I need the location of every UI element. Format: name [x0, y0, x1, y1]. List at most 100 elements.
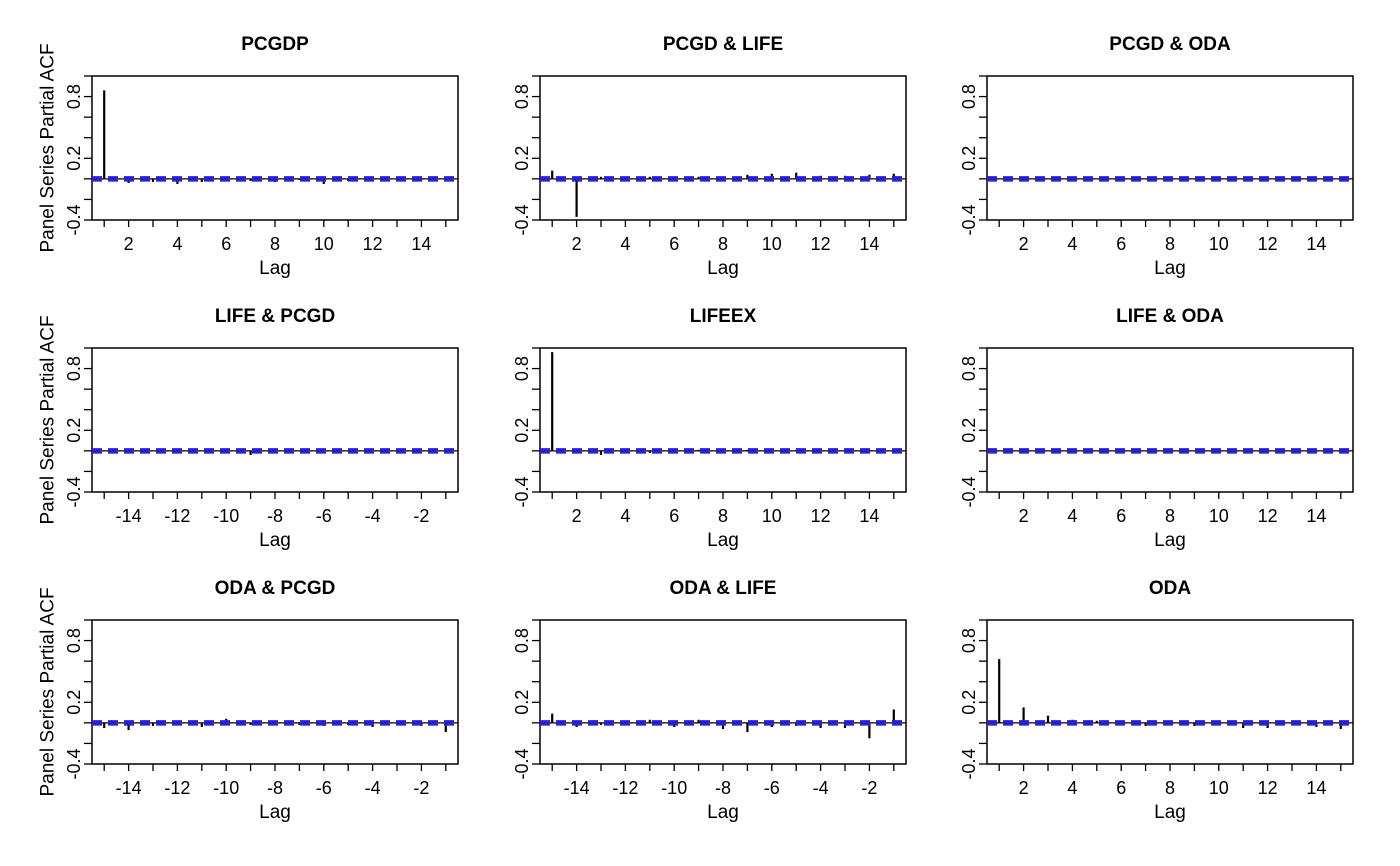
- panel-6-y-tick-label: 0.2: [959, 418, 979, 443]
- panel-5-x-tick-label: 4: [620, 506, 630, 526]
- panel-4-x-tick-label: -6: [316, 506, 332, 526]
- panel-5-plot-frame: [539, 347, 907, 493]
- panel-6-x-tick-label: 12: [1258, 506, 1278, 526]
- panel-1-x-tick-label: 10: [314, 234, 334, 254]
- panel-5-x-tick-label: 8: [718, 506, 728, 526]
- panel-7-x-tick-label: -2: [413, 778, 429, 798]
- panel-1-plot-frame: [91, 75, 459, 221]
- panel-6-y-tick-label: 0.8: [959, 356, 979, 381]
- panel-3-y-tick-label: 0.8: [959, 84, 979, 109]
- panel-7-x-tick-label: -4: [365, 778, 381, 798]
- panel-8-x-tick-label: -14: [564, 778, 590, 798]
- panel-4-x-tick-label: -14: [116, 506, 142, 526]
- panel-2-title: PCGD & LIFE: [663, 34, 783, 55]
- panel-5-x-axis-title: Lag: [707, 530, 739, 551]
- panel-7-x-tick-label: -6: [316, 778, 332, 798]
- panel-2-x-tick-label: 6: [669, 234, 679, 254]
- panel-3-title: PCGD & ODA: [1109, 34, 1231, 55]
- panel-7-x-tick-label: -12: [164, 778, 190, 798]
- panel-1-y-tick-label: 0.8: [64, 84, 84, 109]
- panel-1-x-tick-label: 6: [221, 234, 231, 254]
- panel-1-title: PCGDP: [241, 34, 309, 55]
- panel-2-x-axis-title: Lag: [707, 258, 739, 279]
- panel-2-y-tick-label: 0.8: [512, 84, 532, 109]
- panel-6-title: LIFE & ODA: [1116, 306, 1224, 327]
- panel-2-plot-frame: [539, 75, 907, 221]
- panel-3-x-tick-label: 14: [1306, 234, 1326, 254]
- panel-7-y-tick-label: 0.8: [64, 628, 84, 653]
- panel-5-y-tick-label: 0.8: [512, 356, 532, 381]
- panel-9-x-tick-label: 2: [1019, 778, 1029, 798]
- panel-6-x-tick-label: 6: [1116, 506, 1126, 526]
- panel-8-x-tick-label: -12: [612, 778, 638, 798]
- panel-3-x-tick-label: 6: [1116, 234, 1126, 254]
- panel-6-x-tick-label: 14: [1306, 506, 1326, 526]
- panel-5-y-tick-label: 0.2: [512, 418, 532, 443]
- panel-4-x-tick-label: -10: [213, 506, 239, 526]
- panel-1-x-tick-label: 12: [363, 234, 383, 254]
- panel-3-x-axis-title: Lag: [1154, 258, 1186, 279]
- panel-4-y-axis-title: Panel Series Partial ACF: [38, 315, 59, 524]
- panel-8-x-tick-label: -8: [715, 778, 731, 798]
- panel-4-y-tick-label: -0.4: [64, 476, 84, 507]
- panel-2-y-tick-label: -0.4: [512, 204, 532, 235]
- panel-9-x-axis-title: Lag: [1154, 802, 1186, 823]
- panel-9-y-tick-label: -0.4: [959, 748, 979, 779]
- panel-3-y-tick-label: 0.2: [959, 146, 979, 171]
- panel-6-x-tick-label: 8: [1165, 506, 1175, 526]
- panel-1-y-tick-label: 0.2: [64, 146, 84, 171]
- panel-8-y-tick-label: 0.2: [512, 690, 532, 715]
- panel-4-x-tick-label: -2: [413, 506, 429, 526]
- panel-2-x-tick-label: 10: [762, 234, 782, 254]
- panel-4-x-tick-label: -4: [365, 506, 381, 526]
- panel-3-x-tick-label: 4: [1067, 234, 1077, 254]
- panel-2-x-tick-label: 2: [572, 234, 582, 254]
- panel-3-plot-frame: [986, 75, 1354, 221]
- panel-9-x-tick-label: 12: [1258, 778, 1278, 798]
- panel-9-x-tick-label: 6: [1116, 778, 1126, 798]
- panel-4-y-tick-label: 0.8: [64, 356, 84, 381]
- panel-6-x-tick-label: 2: [1019, 506, 1029, 526]
- panel-7-y-tick-label: -0.4: [64, 748, 84, 779]
- panel-5-x-tick-label: 14: [859, 506, 879, 526]
- panel-2-x-tick-label: 14: [859, 234, 879, 254]
- panel-3-x-tick-label: 2: [1019, 234, 1029, 254]
- panel-3-x-tick-label: 10: [1209, 234, 1229, 254]
- panel-5-title: LIFEEX: [690, 306, 757, 327]
- panel-8-x-tick-label: -10: [661, 778, 687, 798]
- panel-6-plot-frame: [986, 347, 1354, 493]
- panel-7-y-axis-title: Panel Series Partial ACF: [38, 587, 59, 796]
- panel-8-x-tick-label: -2: [861, 778, 877, 798]
- panel-7-plot-frame: [91, 619, 459, 765]
- panel-5-x-tick-label: 10: [762, 506, 782, 526]
- panel-9-x-tick-label: 14: [1306, 778, 1326, 798]
- panel-7-x-tick-label: -10: [213, 778, 239, 798]
- panel-6-x-axis-title: Lag: [1154, 530, 1186, 551]
- panel-9-x-tick-label: 4: [1067, 778, 1077, 798]
- panel-8-title: ODA & LIFE: [670, 578, 777, 599]
- panel-7-x-tick-label: -14: [116, 778, 142, 798]
- panel-1-y-axis-title: Panel Series Partial ACF: [38, 43, 59, 252]
- panel-5-y-tick-label: -0.4: [512, 476, 532, 507]
- panel-1-x-axis-title: Lag: [259, 258, 291, 279]
- panel-2-x-tick-label: 12: [811, 234, 831, 254]
- panel-9-title: ODA: [1149, 578, 1192, 599]
- panel-2-x-tick-label: 8: [718, 234, 728, 254]
- panel-7-title: ODA & PCGD: [215, 578, 336, 599]
- panel-9-x-tick-label: 10: [1209, 778, 1229, 798]
- panel-4-x-tick-label: -12: [164, 506, 190, 526]
- panel-7-y-tick-label: 0.2: [64, 690, 84, 715]
- panel-1-y-tick-label: -0.4: [64, 204, 84, 235]
- panel-2-y-tick-label: 0.2: [512, 146, 532, 171]
- panel-4-plot-frame: [91, 347, 459, 493]
- panel-3-y-tick-label: -0.4: [959, 204, 979, 235]
- panel-1-x-tick-label: 4: [172, 234, 182, 254]
- panel-7-x-axis-title: Lag: [259, 802, 291, 823]
- panel-5-x-tick-label: 12: [811, 506, 831, 526]
- panel-4-title: LIFE & PCGD: [215, 306, 335, 327]
- panel-1-x-tick-label: 14: [411, 234, 431, 254]
- panel-8-x-tick-label: -6: [764, 778, 780, 798]
- panel-6-x-tick-label: 10: [1209, 506, 1229, 526]
- panel-8-y-tick-label: -0.4: [512, 748, 532, 779]
